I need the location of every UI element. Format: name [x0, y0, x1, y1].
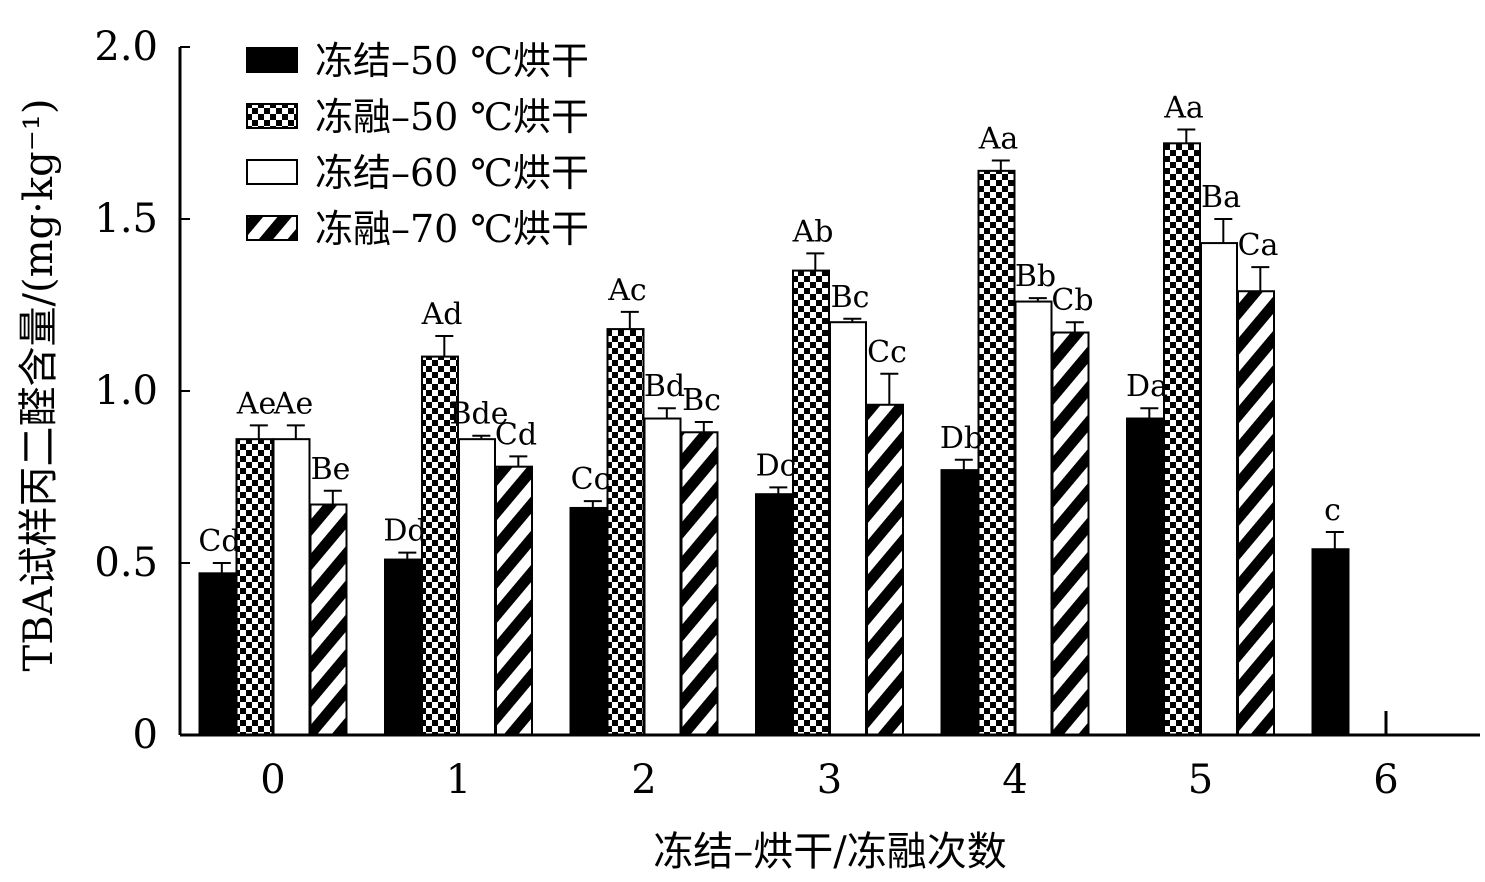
x-tick-label: 3 [817, 757, 842, 803]
significance-label: Cc [571, 462, 611, 497]
significance-label: Bde [449, 397, 508, 432]
bar-open-cat-1 [458, 438, 496, 736]
significance-labels: CdAeAeBeDdAdBdeCdCcAcBdBcDcAbBcCcDbAaBbC… [198, 91, 1340, 559]
bar-solid-cat-2 [569, 506, 608, 736]
significance-label: Cc [867, 335, 907, 370]
x-tick-label: 5 [1188, 757, 1213, 803]
bar-open-cat-4 [1014, 300, 1053, 736]
y-tick-label: 0 [133, 712, 158, 758]
significance-label: Cd [495, 417, 537, 452]
bar-solid-cat-1 [384, 558, 422, 736]
legend-label: 冻融–70 ℃烘干 [315, 207, 589, 251]
bar-solid-cat-5 [1126, 417, 1164, 736]
legend-swatch-open [246, 159, 298, 185]
x-tick-label: 0 [260, 757, 285, 803]
significance-label: Dd [383, 514, 426, 549]
significance-label: Ab [792, 214, 834, 249]
y-tick-label: 1.0 [94, 368, 158, 414]
significance-label: Ae [236, 386, 276, 421]
bar-stripe-cat-2 [680, 431, 719, 736]
bar-stripe-cat-4 [1051, 331, 1090, 736]
bar-checker-cat-5 [1163, 142, 1201, 736]
legend-label: 冻结–50 ℃烘干 [315, 39, 589, 83]
significance-label: Ad [421, 297, 463, 332]
bar-open-cat-0 [272, 438, 311, 736]
x-axis-title: 冻结–烘干/冻融次数 [653, 829, 1006, 875]
significance-label: Ba [1201, 180, 1241, 215]
significance-label: Bc [831, 280, 870, 315]
legend-swatch-checker [246, 103, 298, 129]
bar-open-cat-3 [829, 321, 867, 736]
significance-label: Ae [273, 386, 313, 421]
y-tick-label: 2.0 [94, 24, 158, 70]
significance-label: Ac [607, 273, 646, 308]
bar-open-cat-5 [1200, 242, 1238, 737]
x-tick-label: 6 [1373, 757, 1398, 803]
significance-label: Aa [1163, 91, 1204, 126]
bar-stripe-cat-3 [866, 403, 904, 736]
bar-solid-cat-0 [198, 572, 237, 736]
significance-label: Db [940, 421, 983, 456]
bar-checker-cat-4 [977, 169, 1016, 736]
legend-swatch-solid [246, 47, 298, 73]
significance-label: Dc [756, 448, 797, 483]
bar-checker-cat-3 [792, 269, 830, 736]
significance-label: Cb [1051, 283, 1093, 318]
axes [178, 46, 1480, 737]
bar-checker-cat-0 [235, 438, 274, 736]
significance-label: Aa [978, 122, 1019, 157]
significance-label: Bb [1015, 259, 1056, 294]
bar-solid-cat-6 [1311, 548, 1350, 736]
y-tick-label: 0.5 [94, 540, 158, 586]
bar-open-cat-2 [643, 417, 682, 736]
significance-label: Ca [1238, 228, 1279, 263]
significance-label: Da [1126, 369, 1168, 404]
y-tick-label: 1.5 [94, 196, 158, 242]
bar-solid-cat-4 [940, 469, 979, 736]
bar-solid-cat-3 [755, 493, 793, 737]
significance-label: Bd [644, 369, 685, 404]
x-tick-label: 2 [631, 757, 656, 803]
tick-labels: 0 0.5 1.0 1.5 2.0 0 1 2 3 4 5 6 [94, 24, 1398, 803]
bars-layer [198, 128, 1350, 737]
x-tick-label: 4 [1002, 757, 1027, 803]
significance-label: Be [311, 452, 351, 487]
x-tick-label: 1 [446, 757, 471, 803]
legend-label: 冻结–60 ℃烘干 [315, 151, 589, 195]
bar-checker-cat-2 [606, 328, 645, 736]
y-axis-title: TBA试样丙二醛含量/(mg·kg⁻¹) [16, 99, 62, 672]
significance-label: Bc [682, 383, 721, 418]
bar-stripe-cat-0 [309, 503, 348, 736]
bar-checker-cat-1 [421, 355, 459, 736]
significance-label: Cd [198, 524, 240, 559]
bar-stripe-cat-1 [495, 465, 533, 736]
legend-swatch-stripe [246, 215, 298, 241]
significance-label: c [1324, 493, 1341, 528]
bar-stripe-cat-5 [1237, 290, 1275, 736]
legend-label: 冻融–50 ℃烘干 [315, 95, 589, 139]
